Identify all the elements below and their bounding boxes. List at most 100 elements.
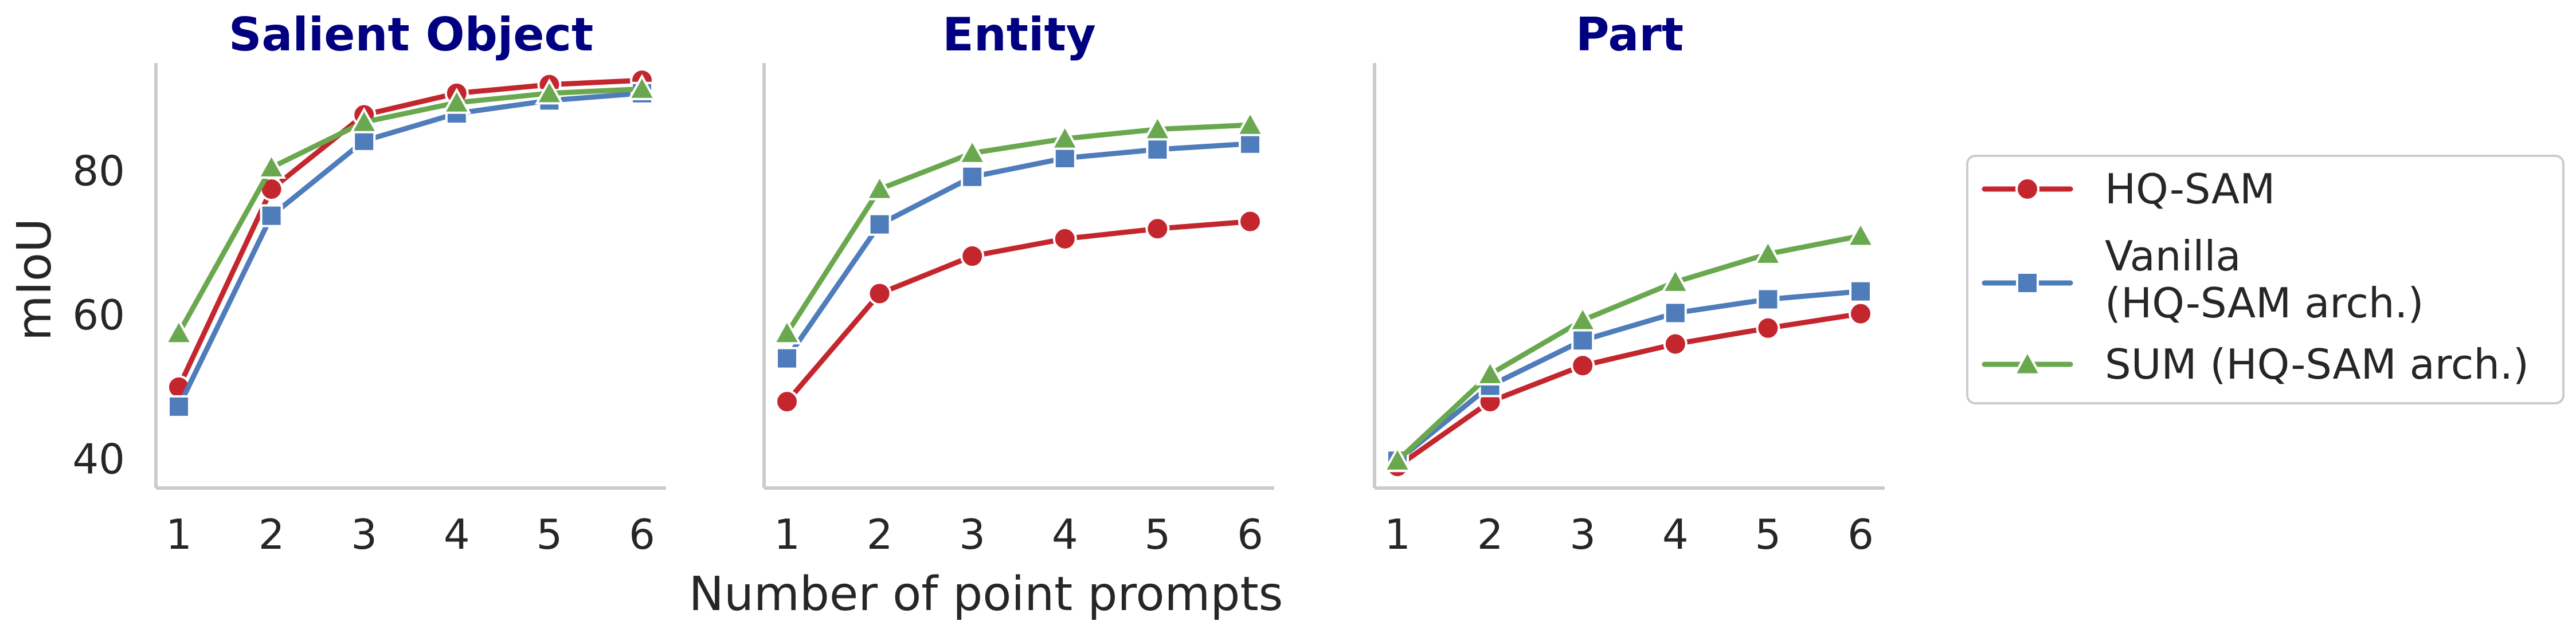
x-tick-label: 3 <box>351 510 377 559</box>
data-point <box>772 318 802 345</box>
legend-marker <box>2013 349 2042 376</box>
data-point <box>627 74 657 100</box>
data-point <box>1475 359 1505 386</box>
series-line <box>1395 311 1864 469</box>
series-triangle <box>1383 221 1876 472</box>
panel-salient-object: Salient Object 1 2 3 4 5 6 40 60 80 <box>72 8 666 559</box>
data-point <box>1238 209 1262 234</box>
data-point <box>257 152 286 179</box>
panel-entity: Entity 1 2 3 4 5 6 <box>762 8 1274 559</box>
series-circle <box>775 209 1262 414</box>
x-tick-label: 2 <box>1477 510 1504 559</box>
data-point <box>1661 267 1690 293</box>
data-point <box>1146 137 1169 161</box>
x-tick-label: 6 <box>629 510 655 559</box>
data-point <box>1571 329 1595 352</box>
series-triangle <box>772 110 1265 345</box>
data-point <box>442 88 472 114</box>
x-axis-label: Number of point prompts <box>689 567 1283 622</box>
legend-box <box>1966 155 2565 404</box>
series-line <box>784 141 1253 361</box>
data-point <box>1050 123 1080 150</box>
data-point <box>535 78 564 105</box>
legend-label: SUM (HQ-SAM arch.) <box>2105 340 2529 388</box>
data-point <box>260 204 283 227</box>
legend-entry: SUM (HQ-SAM arch.) <box>1982 340 2529 388</box>
data-point <box>1052 226 1077 251</box>
series-line <box>784 219 1253 404</box>
x-tick-label: 4 <box>1662 510 1689 559</box>
x-tick-label: 3 <box>1569 510 1596 559</box>
data-point <box>1849 301 1873 326</box>
data-point <box>961 165 984 188</box>
data-point <box>167 395 190 418</box>
data-point <box>164 318 194 345</box>
x-tick-label: 5 <box>536 510 562 559</box>
x-tick-label: 6 <box>1847 510 1874 559</box>
data-point <box>1756 288 1780 311</box>
y-tick-label: 80 <box>72 147 125 195</box>
data-point <box>1568 305 1598 332</box>
x-tick-label: 2 <box>259 510 285 559</box>
data-point <box>865 174 894 200</box>
x-tick-label: 1 <box>774 510 800 559</box>
x-tick-label: 6 <box>1237 510 1263 559</box>
data-point <box>1383 446 1412 472</box>
x-tick-label: 5 <box>1755 510 1781 559</box>
data-point <box>1235 110 1265 136</box>
x-tick-label: 4 <box>444 510 470 559</box>
series-line <box>1395 233 1864 463</box>
panel-title: Entity <box>942 8 1096 61</box>
data-point <box>1239 132 1262 155</box>
legend-label: (HQ-SAM arch.) <box>2105 279 2424 327</box>
data-point <box>957 138 987 164</box>
data-point <box>1846 221 1876 247</box>
data-point <box>1663 301 1687 325</box>
data-point <box>1849 280 1872 303</box>
legend-marker <box>2016 272 2039 294</box>
x-tick-label: 1 <box>1384 510 1411 559</box>
data-point <box>1753 239 1783 265</box>
series-line <box>176 91 645 410</box>
y-tick-label: 60 <box>72 291 125 339</box>
series-line <box>176 77 645 390</box>
x-tick-label: 3 <box>959 510 985 559</box>
series-triangle <box>164 74 657 345</box>
series-line <box>176 86 645 336</box>
legend-entry: Vanilla(HQ-SAM arch.) <box>1982 232 2424 327</box>
legend-label: HQ-SAM <box>2105 165 2275 213</box>
data-point <box>868 213 891 236</box>
data-point <box>1663 332 1688 356</box>
x-tick-label: 2 <box>867 510 893 559</box>
panel-title: Salient Object <box>229 8 593 61</box>
y-axis-label: mIoU <box>7 218 62 341</box>
data-point <box>960 244 985 269</box>
x-tick-label: 4 <box>1052 510 1078 559</box>
series-circle <box>167 68 654 399</box>
data-point <box>1145 217 1170 241</box>
data-point <box>1756 316 1780 340</box>
data-point <box>776 347 798 370</box>
legend-marker <box>2015 177 2039 201</box>
data-point <box>349 107 379 133</box>
panel-title: Part <box>1576 8 1684 61</box>
panel-part: Part 1 2 3 4 5 6 <box>1373 8 1885 559</box>
series-line <box>784 122 1253 336</box>
data-point <box>1143 114 1172 141</box>
data-point <box>353 129 376 152</box>
x-tick-label: 5 <box>1144 510 1170 559</box>
legend-label: Vanilla <box>2105 232 2241 280</box>
data-point <box>867 281 892 306</box>
series-line <box>1395 289 1864 463</box>
legend: HQ-SAM Vanilla(HQ-SAM arch.) SUM (HQ-SAM a… <box>1966 155 2565 404</box>
data-point <box>775 390 799 414</box>
data-point <box>1571 353 1595 378</box>
series-square <box>776 132 1262 370</box>
legend-entry: HQ-SAM <box>1982 165 2275 213</box>
y-tick-label: 40 <box>72 435 125 483</box>
series-square <box>1386 280 1872 473</box>
data-point <box>1053 147 1076 170</box>
x-tick-label: 1 <box>166 510 192 559</box>
